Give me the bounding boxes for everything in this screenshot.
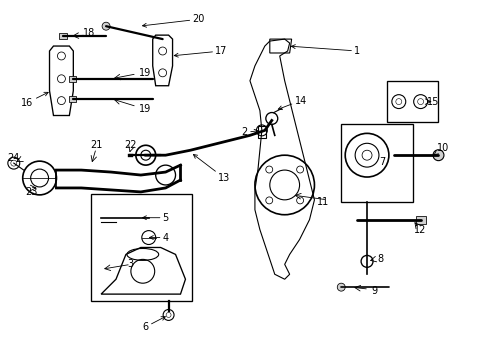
Text: 22: 22 — [124, 140, 137, 150]
Text: 20: 20 — [142, 14, 204, 27]
Text: 16: 16 — [21, 92, 48, 108]
Circle shape — [432, 150, 443, 161]
Text: 8: 8 — [376, 255, 382, 264]
Text: 24: 24 — [7, 153, 19, 163]
Text: 14: 14 — [278, 96, 306, 110]
Text: 19: 19 — [139, 68, 151, 78]
Text: 19: 19 — [139, 104, 151, 113]
Text: 10: 10 — [433, 143, 448, 155]
Bar — [69, 76, 76, 82]
Text: 11: 11 — [316, 197, 328, 207]
Text: 12: 12 — [413, 225, 425, 235]
Text: 4: 4 — [149, 233, 168, 243]
Text: 17: 17 — [174, 46, 227, 57]
Text: 23: 23 — [25, 187, 38, 197]
Text: 6: 6 — [142, 317, 165, 332]
Text: 15: 15 — [426, 96, 438, 107]
Bar — [257, 126, 265, 138]
Text: 3: 3 — [127, 259, 134, 269]
Bar — [415, 216, 425, 224]
Text: 1: 1 — [291, 45, 360, 56]
Text: 21: 21 — [90, 140, 102, 150]
Circle shape — [102, 22, 110, 30]
Bar — [341, 125, 412, 202]
Text: 13: 13 — [193, 154, 230, 183]
Text: 9: 9 — [370, 286, 376, 296]
Text: 2: 2 — [241, 127, 258, 138]
Bar — [69, 96, 76, 102]
Bar — [60, 33, 67, 39]
Text: 18: 18 — [83, 28, 95, 38]
Text: 7: 7 — [378, 157, 385, 167]
Text: 5: 5 — [142, 213, 168, 223]
Circle shape — [337, 283, 345, 291]
